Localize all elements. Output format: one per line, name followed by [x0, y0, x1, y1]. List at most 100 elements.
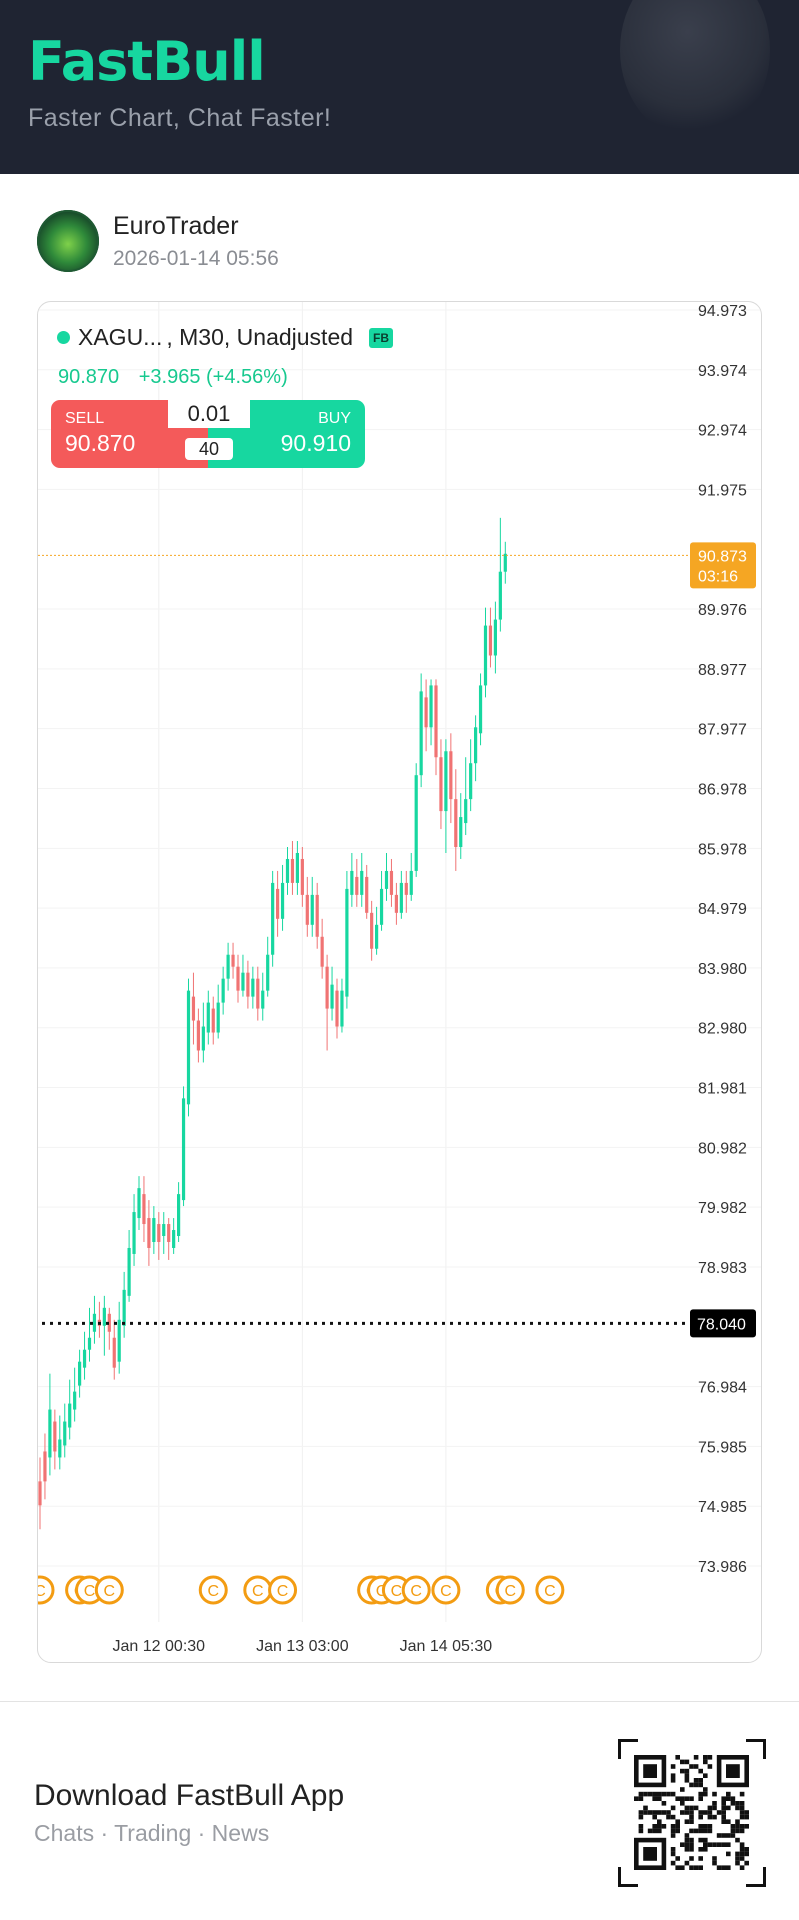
- qr-module: [721, 1805, 726, 1811]
- candle: [365, 876, 369, 913]
- app-tagline: Faster Chart, Chat Faster!: [28, 104, 332, 132]
- qr-module: [735, 1801, 740, 1806]
- qr-module: [652, 1810, 657, 1815]
- qr-module: [634, 1796, 639, 1801]
- event-icon: [495, 1575, 525, 1605]
- countdown-label: 03:16: [698, 568, 738, 585]
- candle: [295, 852, 299, 883]
- qr-module: [712, 1791, 717, 1797]
- qr-module: [739, 1814, 745, 1820]
- qr-module: [707, 1842, 713, 1847]
- candle: [370, 912, 374, 949]
- download-title[interactable]: Download FastBull App: [34, 1779, 345, 1812]
- qr-module: [726, 1805, 731, 1811]
- y-tick-label: 86.978: [698, 781, 747, 798]
- qr-module: [638, 1791, 644, 1797]
- qr-module: [661, 1810, 667, 1815]
- y-tick-label: 93.974: [698, 363, 747, 380]
- chart-card[interactable]: 94.973 93.974 92.974 91.975 89.976 88.977 87.9…: [37, 301, 762, 1663]
- event-icon-label: C: [391, 1583, 403, 1600]
- avatar-ring: [37, 210, 99, 272]
- qr-corner: [618, 1867, 621, 1887]
- qr-module: [721, 1865, 726, 1870]
- qr-module: [703, 1759, 708, 1765]
- candle: [53, 1421, 57, 1452]
- lot-size-input[interactable]: 0.01: [168, 400, 250, 428]
- event-icon: [431, 1575, 461, 1605]
- candle: [394, 894, 398, 913]
- candle: [58, 1439, 62, 1458]
- qr-module: [716, 1810, 722, 1815]
- qr-module: [703, 1791, 708, 1797]
- qr-module: [675, 1819, 680, 1824]
- qr-module: [638, 1824, 644, 1829]
- qr-code-icon[interactable]: [618, 1739, 766, 1887]
- sell-button[interactable]: SELL 90.870: [51, 400, 208, 468]
- qr-module: [689, 1819, 694, 1824]
- qr-module: [657, 1819, 662, 1824]
- qr-module: [670, 1828, 676, 1834]
- qr-module: [652, 1814, 657, 1820]
- candle: [162, 1224, 166, 1237]
- qr-finder: [726, 1764, 740, 1778]
- candle: [325, 966, 329, 1009]
- y-tick-label: 89.976: [698, 602, 747, 619]
- moon-decoration-icon: [620, 0, 770, 140]
- candle: [449, 751, 453, 800]
- qr-module: [647, 1810, 653, 1815]
- y-tick-label: 75.985: [698, 1439, 747, 1456]
- qr-module: [739, 1791, 745, 1797]
- qr-module: [721, 1810, 726, 1815]
- symbol-name: XAGU...: [78, 324, 163, 350]
- event-icon-label: C: [504, 1583, 516, 1600]
- candle: [246, 972, 250, 997]
- symbol-row[interactable]: XAGU... , M30, Unadjusted FB: [57, 324, 394, 351]
- qr-module: [721, 1842, 726, 1847]
- qr-module: [739, 1801, 745, 1806]
- qr-module: [643, 1810, 648, 1815]
- candle: [206, 1002, 210, 1033]
- qr-module: [712, 1856, 717, 1861]
- qr-module: [730, 1796, 736, 1801]
- x-tick-label: Jan 12 00:30: [113, 1638, 206, 1655]
- qr-module: [735, 1819, 740, 1824]
- candle: [117, 1319, 121, 1362]
- qr-module: [684, 1778, 690, 1783]
- qr-module: [703, 1824, 708, 1829]
- qr-module: [739, 1810, 745, 1815]
- post-timestamp: 2026-01-14 05:56: [113, 247, 279, 270]
- event-icon: [94, 1575, 124, 1605]
- candle: [78, 1361, 82, 1386]
- qr-module: [735, 1828, 740, 1834]
- candle: [444, 751, 448, 812]
- app-header: FastBull Faster Chart, Chat Faster!: [0, 0, 799, 174]
- qr-module: [657, 1810, 662, 1815]
- qr-module: [698, 1856, 703, 1861]
- qr-module: [657, 1824, 662, 1829]
- candle: [122, 1289, 126, 1326]
- qr-module: [693, 1865, 699, 1870]
- qr-module: [670, 1791, 676, 1797]
- qr-module: [703, 1787, 708, 1792]
- username[interactable]: EuroTrader: [113, 212, 239, 240]
- qr-module: [739, 1856, 745, 1861]
- qr-module: [693, 1805, 699, 1811]
- qr-module: [689, 1814, 694, 1820]
- qr-module: [680, 1810, 685, 1815]
- price-change: +3.965 (+4.56%): [138, 366, 288, 388]
- qr-finder: [643, 1764, 657, 1778]
- candlestick-chart[interactable]: 94.973 93.974 92.974 91.975 89.976 88.977 87.9…: [38, 302, 762, 1663]
- candle: [355, 876, 359, 895]
- qr-module: [721, 1801, 726, 1806]
- qr-module: [693, 1782, 699, 1788]
- candle: [280, 882, 285, 919]
- candle: [132, 1212, 136, 1254]
- event-icon: [38, 1575, 55, 1605]
- candle: [221, 978, 225, 1003]
- qr-module: [698, 1837, 703, 1843]
- candle: [276, 888, 280, 919]
- candle: [256, 978, 260, 1009]
- y-tick-label: 74.985: [698, 1499, 747, 1516]
- candle: [305, 894, 309, 925]
- qr-finder: [643, 1847, 657, 1861]
